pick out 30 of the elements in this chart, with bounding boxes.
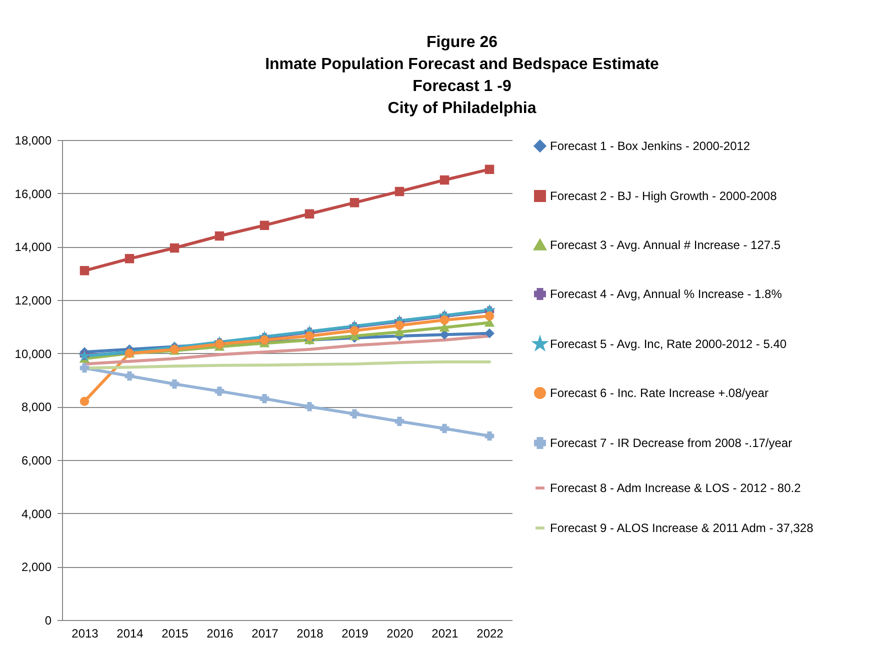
- chart-title: Figure 26 Inmate Population Forecast and Bedspace Estimate Forecast 1 -9 City of Philadelphia: [265, 34, 660, 117]
- x-tick-label: 2018: [296, 626, 324, 640]
- x-tick-label: 2022: [476, 626, 504, 640]
- y-tick-label: 12,000: [14, 294, 52, 308]
- legend-label: Forecast 8 - Adm Increase & LOS - 2012 - 80.2: [550, 481, 802, 495]
- y-tick-label: 16,000: [14, 186, 52, 201]
- legend-label: Forecast 4 - Avg, Annual % Increase - 1.8%: [550, 287, 782, 301]
- y-tick-label: 18,000: [14, 134, 52, 148]
- y-tick-label: 10,000: [14, 346, 52, 361]
- legend-label: Forecast 2 - BJ - High Growth - 2000-2008: [550, 189, 778, 203]
- x-tick-label: 2016: [206, 626, 234, 640]
- legend-label: Forecast 1 - Box Jenkins - 2000-2012: [550, 139, 750, 153]
- y-tick-label: 14,000: [14, 240, 52, 254]
- x-tick-label: 2015: [162, 626, 189, 640]
- y-tick-label: 0: [44, 614, 52, 628]
- y-tick-label: 4,000: [21, 506, 52, 521]
- y-tick-label: 2,000: [21, 560, 52, 574]
- x-tick-label: 2014: [116, 626, 144, 640]
- legend-label: Forecast 3 - Avg. Annual # Increase - 127.5: [550, 238, 781, 252]
- x-tick-label: 2020: [386, 626, 414, 640]
- legend-label: Forecast 7 - IR Decrease from 2008 -.17/year: [550, 436, 792, 450]
- x-tick-label: 2019: [342, 626, 369, 640]
- x-tick-label: 2017: [252, 626, 279, 640]
- x-tick-label: 2013: [72, 626, 99, 640]
- x-tick-label: 2021: [432, 626, 459, 640]
- legend-label: Forecast 5 - Avg. Inc, Rate 2000-2012 - 5.40: [550, 337, 787, 351]
- y-tick-label: 8,000: [21, 400, 52, 414]
- y-tick-label: 6,000: [21, 454, 52, 468]
- legend-label: Forecast 9 - ALOS Increase & 2011 Adm - 37,328: [550, 521, 814, 535]
- legend-label: Forecast 6 - Inc. Rate Increase +.08/year: [550, 386, 768, 400]
